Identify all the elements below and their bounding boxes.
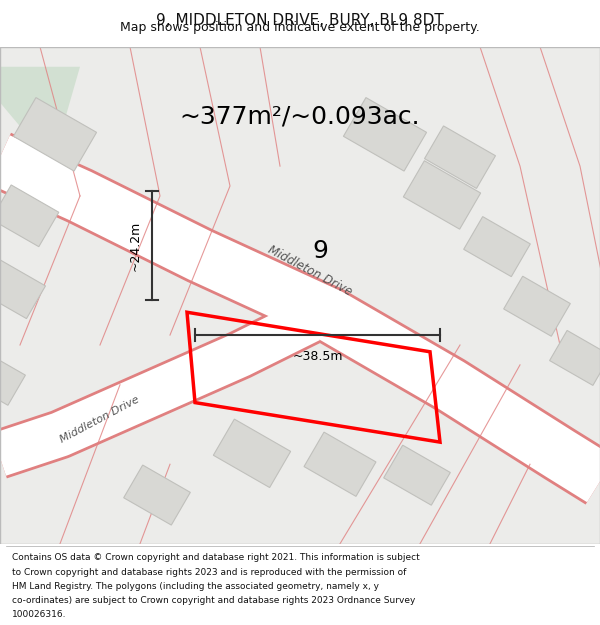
Polygon shape (503, 276, 571, 336)
Polygon shape (403, 161, 481, 229)
Polygon shape (0, 67, 80, 136)
Text: Contains OS data © Crown copyright and database right 2021. This information is : Contains OS data © Crown copyright and d… (12, 554, 420, 562)
Polygon shape (425, 126, 496, 189)
Polygon shape (550, 331, 600, 386)
Polygon shape (0, 256, 46, 319)
Text: to Crown copyright and database rights 2023 and is reproduced with the permissio: to Crown copyright and database rights 2… (12, 568, 406, 577)
Text: Middleton Drive: Middleton Drive (59, 394, 142, 445)
Polygon shape (343, 98, 427, 171)
Polygon shape (0, 350, 25, 405)
Polygon shape (383, 445, 451, 505)
Text: 9, MIDDLETON DRIVE, BURY, BL9 8DT: 9, MIDDLETON DRIVE, BURY, BL9 8DT (156, 13, 444, 28)
Polygon shape (464, 217, 530, 277)
Text: HM Land Registry. The polygons (including the associated geometry, namely x, y: HM Land Registry. The polygons (includin… (12, 582, 379, 591)
Text: Map shows position and indicative extent of the property.: Map shows position and indicative extent… (120, 21, 480, 34)
Polygon shape (124, 465, 190, 525)
Text: ~24.2m: ~24.2m (129, 221, 142, 271)
Text: ~38.5m: ~38.5m (292, 350, 343, 363)
Text: ~377m²/~0.093ac.: ~377m²/~0.093ac. (179, 104, 421, 129)
Text: co-ordinates) are subject to Crown copyright and database rights 2023 Ordnance S: co-ordinates) are subject to Crown copyr… (12, 596, 415, 605)
Polygon shape (304, 432, 376, 496)
Polygon shape (214, 419, 290, 488)
Text: 9: 9 (312, 239, 328, 262)
Text: Middleton Drive: Middleton Drive (266, 242, 354, 298)
Polygon shape (13, 98, 97, 171)
Polygon shape (0, 185, 59, 247)
Text: 100026316.: 100026316. (12, 611, 67, 619)
